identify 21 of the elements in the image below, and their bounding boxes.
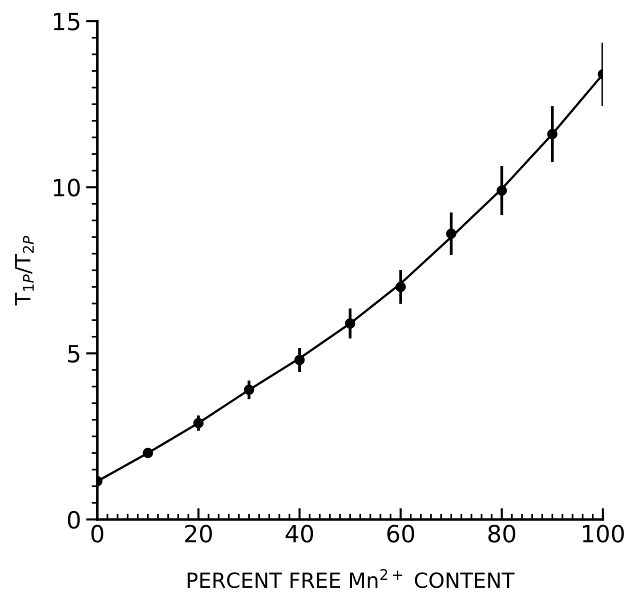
y-axis-title: T$_{1P}$/T$_{2P}$ (15, 236, 34, 306)
x-axis-title: PERCENT FREE Mn$^{2+}$ CONTENT (188, 569, 515, 588)
x-tick-label: 20 (185, 524, 212, 543)
x-tick-label: 60 (387, 524, 414, 543)
y-tick-label: 15 (54, 12, 80, 30)
point (547, 128, 558, 140)
y-tick-label: 10 (54, 178, 80, 197)
x-tick-label: 40 (286, 524, 314, 543)
point (244, 384, 254, 396)
point (294, 354, 305, 366)
point (496, 185, 507, 196)
point (446, 228, 456, 239)
x-tick-label: 100 (582, 524, 624, 543)
x-tick-label: 0 (91, 524, 104, 543)
point (142, 448, 154, 458)
x-tick-label: 80 (488, 524, 516, 543)
point (193, 418, 204, 428)
point (344, 318, 356, 329)
y-tick-label: 0 (68, 510, 80, 529)
y-tick-label: 5 (68, 345, 80, 363)
point (395, 282, 406, 292)
